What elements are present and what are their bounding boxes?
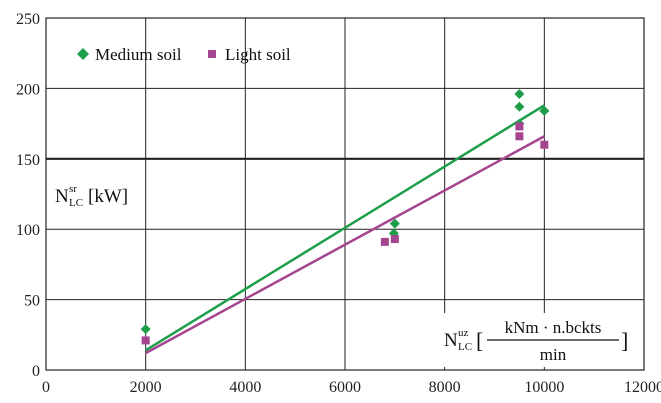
data-points [140,89,550,345]
point-light-soil [515,132,524,141]
point-light-soil [540,140,549,149]
legend-label-medium-soil: Medium soil [95,45,182,64]
x-label-main: N [444,330,458,351]
tick-labels: 0 2000 4000 6000 8000 10000 12000 0 50 100 150 200 2… [16,11,661,396]
y-tick-label: 250 [16,11,40,28]
point-light-soil [515,122,524,131]
point-medium-soil [140,324,151,335]
y-tick-label: 0 [32,363,40,380]
x-label-close-bracket: ] [621,328,628,353]
x-axis-label: N uz LC [ kNm · n.bckts min ] [440,313,636,367]
y-tick-label: 150 [16,152,40,169]
x-tick-label: 10000 [524,379,564,396]
point-medium-soil [514,101,525,112]
x-tick-label: 8000 [429,379,461,396]
fit-line-light-soil [145,135,545,355]
point-light-soil [390,235,399,244]
fit-line-medium-soil [145,104,545,352]
point-medium-soil [539,105,550,116]
legend: Medium soil Light soil [77,45,291,64]
x-tick-label: 2000 [130,379,162,396]
x-label-sub: LC [458,341,472,353]
point-medium-soil [389,218,400,229]
plot-frame [45,17,645,371]
grid [45,17,645,371]
y-tick-label: 50 [24,293,40,310]
x-label-numerator: kNm · n.bckts [505,318,602,337]
y-label-unit: [kW] [88,186,128,207]
y-tick-label: 200 [16,81,40,98]
y-label-sub: LC [69,197,83,209]
y-tick-label: 100 [16,222,40,239]
x-tick-label: 0 [42,379,50,396]
x-tick-label: 12000 [624,379,661,396]
point-light-soil [380,237,389,246]
x-label-denominator: min [540,345,567,364]
point-light-soil [141,336,150,345]
legend-marker-medium-soil [77,48,89,60]
y-label-sup: sr [69,183,77,195]
y-axis-label: N sr LC [kW] [52,174,140,214]
x-label-sup: uz [458,327,469,339]
x-tick-label: 4000 [229,379,261,396]
point-medium-soil [514,89,525,100]
y-label-main: N [55,186,69,207]
fit-lines [145,104,545,355]
legend-label-light-soil: Light soil [225,45,291,64]
x-tick-label: 6000 [329,379,361,396]
legend-marker-light-soil [208,50,216,58]
x-label-open-bracket: [ [476,328,483,353]
